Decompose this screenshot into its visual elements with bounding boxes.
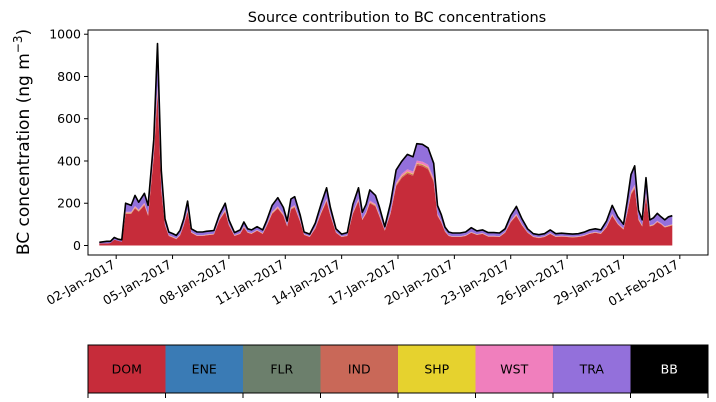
legend-swatch-flr <box>243 345 321 393</box>
legend-swatch-dom <box>88 345 166 393</box>
y-tick-label: 600 <box>57 111 81 126</box>
legend-swatch-tra <box>553 345 631 393</box>
x-axis-ticks: 02-Jan-201705-Jan-201708-Jan-201711-Jan-… <box>44 255 681 309</box>
legend-swatch-ind <box>320 345 398 393</box>
legend-label-wst: WST <box>500 362 528 377</box>
chart-title: Source contribution to BC concentrations <box>248 10 546 26</box>
legend: DOM ENE FLR IND SHP WST TRA BB <box>87 344 709 398</box>
stacked-areas <box>99 42 673 246</box>
legend-swatch-bb <box>630 345 708 393</box>
y-tick-label: 200 <box>57 196 81 211</box>
svg-text:BC concentration (ng m−3): BC concentration (ng m−3) <box>11 29 34 255</box>
area-dom <box>99 93 673 246</box>
y-tick-label: 400 <box>57 153 81 168</box>
total-concentration-line <box>99 42 673 244</box>
legend-label-flr: FLR <box>270 362 293 377</box>
y-tick-label: 0 <box>73 238 81 253</box>
legend-swatch-wst <box>475 345 553 393</box>
y-axis-label-main: BC concentration (ng m <box>14 53 34 255</box>
plot-frame <box>87 29 709 256</box>
y-axis-label-close: ) <box>14 29 34 36</box>
legend-label-ene: ENE <box>192 362 217 377</box>
legend-label-dom: DOM <box>112 362 142 377</box>
y-axis-ticks: 0 200 400 600 800 1000 <box>49 27 88 253</box>
legend-label-tra: TRA <box>579 362 605 377</box>
y-tick-label: 1000 <box>49 27 81 42</box>
legend-label-ind: IND <box>348 362 371 377</box>
y-tick-label: 800 <box>57 69 81 84</box>
legend-swatch-ene <box>165 345 243 393</box>
legend-label-shp: SHP <box>424 362 449 377</box>
legend-swatch-shp <box>398 345 476 393</box>
legend-label-bb: BB <box>661 362 678 377</box>
y-axis-label-exponent: −3 <box>11 35 25 53</box>
y-axis-label: BC concentration (ng m−3) <box>11 29 34 255</box>
